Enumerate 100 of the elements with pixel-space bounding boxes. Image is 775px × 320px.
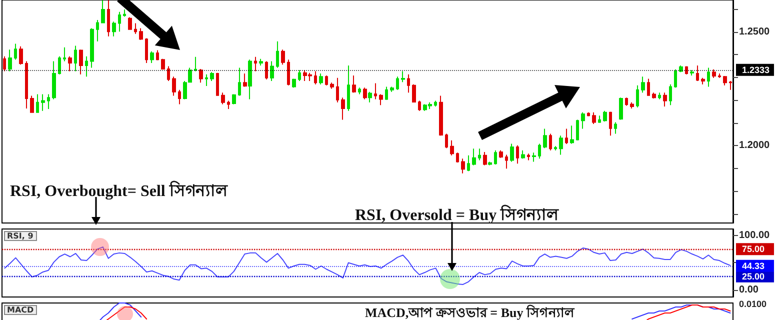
candlestick (150, 50, 154, 64)
candlestick (341, 97, 345, 120)
candlestick (347, 65, 350, 112)
candlestick (74, 45, 77, 72)
candlestick (570, 125, 574, 144)
candlestick (238, 67, 241, 96)
candlestick (598, 115, 601, 124)
candlestick (385, 86, 388, 100)
candlestick (14, 43, 17, 60)
annotation: RSI, Oversold = Buy সিগন্যাল (355, 204, 559, 226)
candlestick (630, 102, 634, 110)
candlestick (25, 60, 28, 110)
candlestick (625, 97, 628, 106)
candlestick (358, 87, 361, 95)
candlestick (674, 68, 677, 88)
candlestick (407, 74, 410, 94)
candlestick (216, 72, 219, 96)
candlestick (456, 152, 459, 163)
candlestick (538, 143, 541, 160)
candlestick (669, 84, 672, 106)
candlestick (254, 56, 257, 72)
y-tick-label: 1.2000 (739, 140, 770, 152)
candlestick (499, 150, 503, 158)
candlestick (729, 80, 732, 90)
candlestick (265, 60, 268, 80)
ref-line-label: 75.00 (742, 244, 765, 254)
candlestick (19, 46, 23, 66)
y-tick-label: 1.2500 (739, 26, 770, 38)
candlestick (663, 92, 667, 107)
candlestick (232, 94, 236, 105)
candlestick (445, 133, 448, 149)
candlestick (614, 122, 617, 134)
candlestick (647, 78, 650, 96)
candlestick (292, 78, 296, 88)
candlestick (352, 75, 356, 94)
candlestick (227, 100, 230, 110)
candlestick (156, 50, 159, 61)
candlestick (543, 128, 547, 149)
candlestick (439, 95, 443, 136)
candlestick (68, 56, 72, 72)
candlestick (636, 84, 639, 108)
annotation: RSI, Overbought= Sell সিগন্যাল (10, 180, 228, 202)
candlestick (36, 94, 39, 113)
candlestick (712, 68, 716, 78)
candlestick (8, 49, 12, 72)
candlestick (178, 89, 181, 105)
candlestick (79, 49, 83, 75)
candlestick (314, 70, 317, 85)
candlestick (718, 73, 721, 78)
candlestick (565, 128, 568, 145)
candlestick (461, 158, 465, 174)
candlestick (270, 60, 274, 82)
candlestick (259, 58, 263, 66)
candlestick (368, 91, 372, 103)
candlestick (118, 11, 121, 32)
candlestick (723, 76, 727, 86)
candlestick (510, 143, 514, 162)
candlestick (390, 86, 394, 92)
candlestick (707, 67, 710, 88)
candlestick (63, 46, 66, 62)
candlestick (243, 73, 247, 88)
candlestick (418, 100, 421, 112)
y-tick-label: 0.00 (739, 284, 759, 296)
candlestick (3, 56, 6, 72)
candlestick (658, 92, 661, 100)
ref-line-label: 25.00 (742, 271, 765, 282)
candlestick (696, 65, 699, 82)
candlestick (210, 72, 214, 82)
candlestick (374, 82, 377, 100)
candlestick (690, 70, 694, 76)
candlestick (488, 161, 492, 166)
candlestick (412, 84, 416, 103)
candlestick (478, 148, 481, 161)
ref-line-label: 44.33 (742, 260, 765, 271)
candlestick (587, 112, 590, 117)
candlestick (30, 95, 34, 113)
candlestick (281, 49, 285, 66)
candlestick (139, 28, 143, 40)
candlestick (603, 110, 607, 122)
candlestick (609, 111, 612, 136)
candlestick (58, 56, 61, 75)
candlestick (581, 112, 585, 130)
ref-line-label: 1.2333 (742, 64, 770, 75)
candlestick (221, 92, 225, 105)
annotation: MACD,আপ ক্রসওভার = Buy সিগন্যাল (365, 304, 574, 320)
candlestick (319, 73, 323, 85)
candlestick (90, 28, 94, 68)
candlestick (379, 94, 383, 106)
candlestick (167, 66, 170, 82)
candlestick (112, 21, 116, 37)
candlestick (85, 56, 88, 78)
candlestick (505, 154, 508, 170)
candlestick (172, 76, 176, 96)
candlestick (527, 153, 530, 161)
y-tick-label: 100.00 (739, 230, 770, 242)
candlestick (248, 59, 252, 100)
candlestick (516, 144, 519, 164)
candlestick (336, 77, 339, 103)
chart-title: RSI, 9 (7, 232, 34, 240)
candlestick (128, 16, 132, 30)
